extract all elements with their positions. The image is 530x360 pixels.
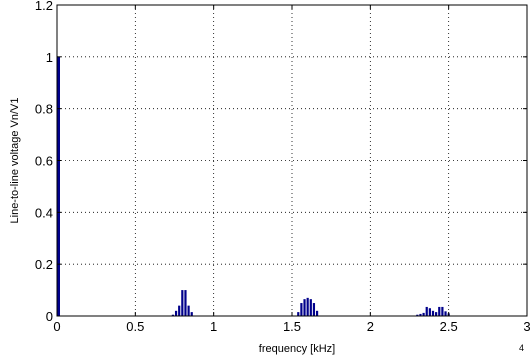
spectrum-bar — [174, 310, 178, 316]
y-tick-label: 0.2 — [35, 257, 53, 272]
axis-ticks: 0 0.5 1 1.5 2 2.5 3 0 0.2 0.4 0.6 0.8 1 1.2 — [35, 0, 530, 334]
x-tick-label: 2.5 — [440, 319, 458, 334]
spectrum-bar — [297, 312, 300, 316]
bar-series — [57, 56, 450, 316]
spectrum-bar — [303, 299, 306, 316]
spectrum-bar — [441, 306, 444, 316]
spectrum-bar — [190, 312, 193, 316]
spectrum-bar — [444, 311, 447, 316]
spectrum-bar — [300, 303, 303, 316]
spectrum-bar — [306, 297, 309, 316]
x-tick-label: 1.5 — [283, 319, 301, 334]
spectrum-bar — [416, 314, 419, 316]
y-tick-label: 1.2 — [35, 0, 53, 13]
y-tick-label: 0.6 — [35, 154, 53, 169]
y-tick-label: 0.8 — [35, 102, 53, 117]
y-tick-label: 0 — [46, 309, 53, 324]
spectrum-bar — [438, 306, 441, 316]
spectrum-bar — [315, 310, 319, 316]
x-tick-label: 0.5 — [126, 319, 144, 334]
spectrum-bar — [181, 290, 184, 316]
spectrum-bar — [419, 313, 422, 316]
y-tick-label: 0.4 — [35, 205, 53, 220]
x-tick-label: 0 — [53, 319, 60, 334]
spectrum-bar — [428, 308, 431, 316]
x-axis-exponent: 4 — [519, 343, 524, 353]
spectrum-bar — [435, 312, 438, 316]
spectrum-bar — [425, 306, 428, 316]
spectrum-bar — [187, 305, 190, 316]
plot-area — [57, 5, 527, 316]
y-tick-label: 1 — [46, 50, 53, 65]
spectrum-bar — [422, 312, 425, 316]
x-axis-label: frequency [kHz] — [259, 343, 335, 355]
spectrum-bar — [431, 310, 435, 316]
spectrum-bar — [178, 305, 181, 316]
spectrum-bar — [57, 56, 60, 316]
x-tick-label: 2 — [367, 319, 374, 334]
x-tick-label: 3 — [523, 319, 530, 334]
y-axis-label: Line-to-line voltage Vn/V1 — [9, 98, 21, 224]
spectrum-bar — [171, 314, 175, 316]
spectrum-bar — [309, 299, 312, 316]
spectrum-bar — [312, 303, 316, 316]
x-tick-label: 1 — [210, 319, 217, 334]
spectrum-bar — [184, 290, 187, 316]
